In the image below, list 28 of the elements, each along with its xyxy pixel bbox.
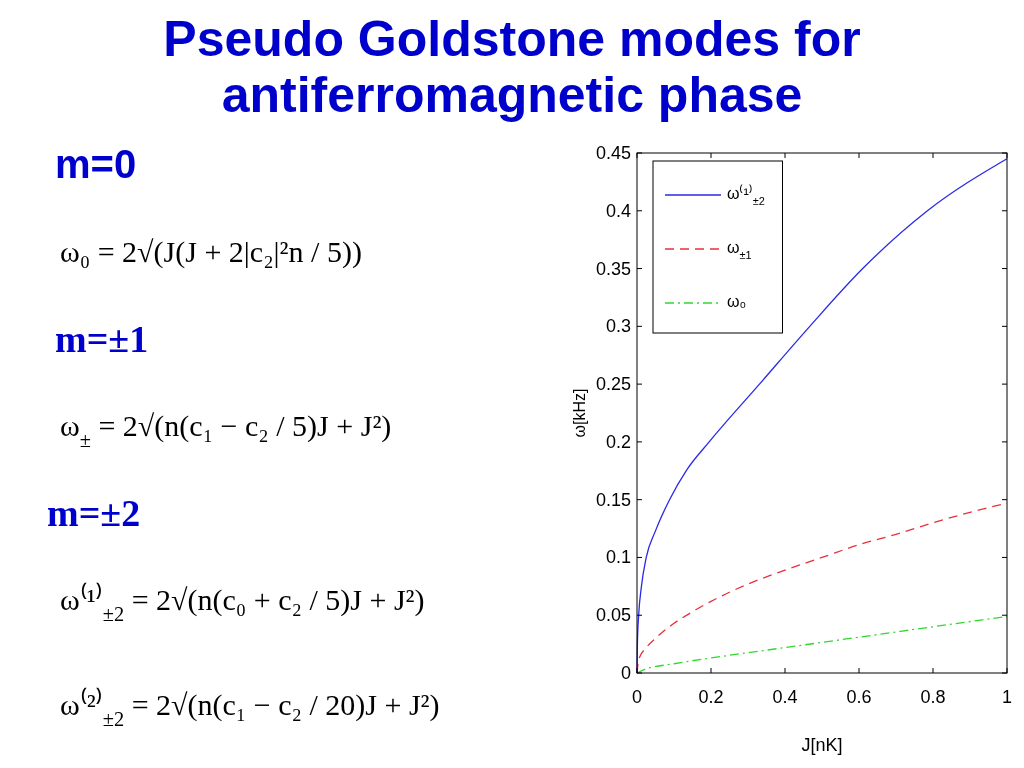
y-tick-label: 0.25 bbox=[595, 374, 631, 395]
text: Pseudo Goldstone modes for antiferromagnetic phase bbox=[163, 11, 861, 123]
y-tick-label: 0.15 bbox=[595, 489, 631, 510]
text: ω⁽¹⁾$_{±2}$ = 2√(n(c₀ + c₂ / 5)J + J²) bbox=[60, 582, 425, 625]
legend-label: ω$_{±1}$ bbox=[727, 239, 752, 261]
y-tick-label: 0.3 bbox=[605, 316, 631, 337]
y-axis-title: ω[kHz] bbox=[571, 388, 588, 438]
text: m=0 bbox=[55, 142, 137, 186]
legend-label: ω⁽¹⁾$_{±2}$ bbox=[727, 184, 765, 207]
x-tick-label: 0.2 bbox=[698, 687, 724, 707]
y-tick-label: 0 bbox=[620, 663, 631, 683]
y-tick-label: 0.45 bbox=[595, 143, 631, 163]
text: m=±1 bbox=[55, 318, 149, 360]
y-tick-label: 0.1 bbox=[605, 547, 631, 568]
text: ω⁽²⁾$_{±2}$ = 2√(n(c₁ − c₂ / 20)J + J²) bbox=[60, 687, 440, 730]
x-tick-label: 0.6 bbox=[846, 687, 872, 707]
y-tick-label: 0.4 bbox=[605, 200, 631, 221]
x-tick-label: 0.4 bbox=[772, 687, 798, 707]
x-axis-title: J[nK] bbox=[801, 735, 843, 755]
x-tick-label: 0.8 bbox=[920, 687, 946, 707]
legend-label: ω₀ bbox=[727, 293, 747, 310]
text: ω₀ = 2√(J(J + 2|c₂|²n / 5)) bbox=[60, 235, 362, 269]
x-tick-label: 1 bbox=[1001, 687, 1013, 707]
y-tick-label: 0.2 bbox=[605, 431, 631, 452]
text: m=±2 bbox=[47, 492, 141, 534]
text: ω$_{±}$ = 2√(n(c₁ − c₂ / 5)J + J²) bbox=[60, 409, 392, 451]
y-tick-label: 0.05 bbox=[595, 605, 631, 626]
y-tick-label: 0.35 bbox=[595, 258, 631, 279]
